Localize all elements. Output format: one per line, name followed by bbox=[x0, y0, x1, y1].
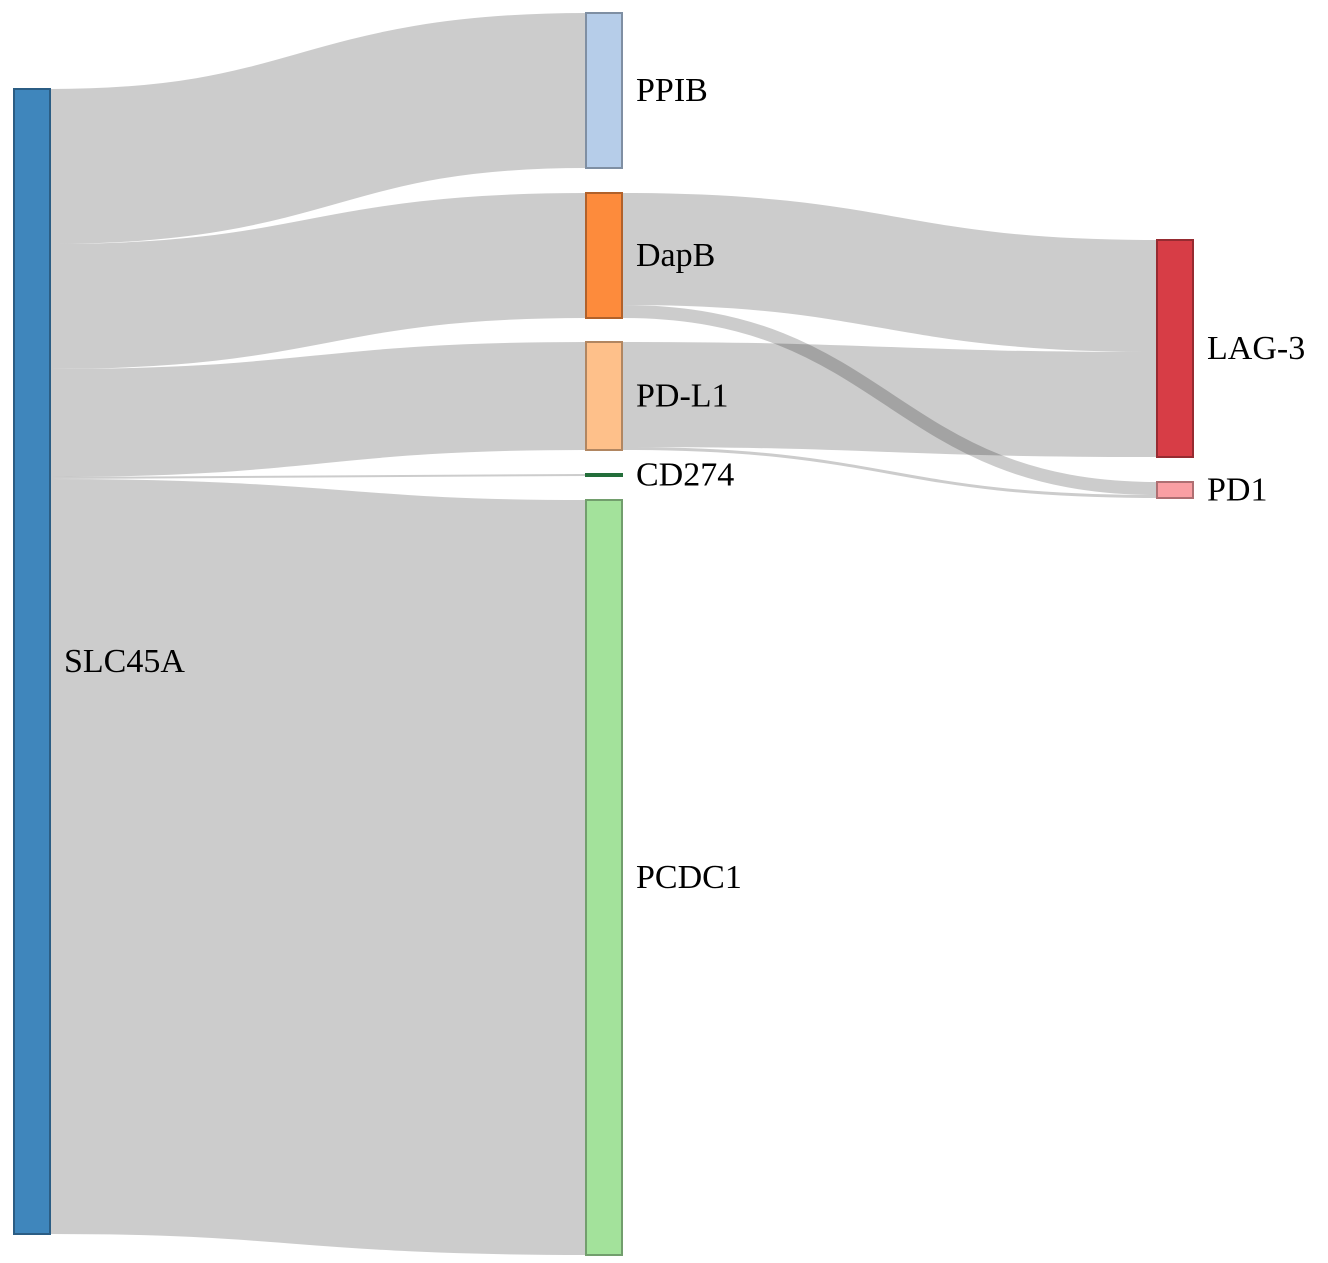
link-slc45a-to-cd274 bbox=[49, 474, 587, 479]
link-pd-l1-to-pd1 bbox=[621, 447, 1158, 498]
node-pd1 bbox=[1156, 481, 1194, 499]
link-dapb-to-pd1 bbox=[621, 305, 1158, 495]
node-cd274 bbox=[585, 473, 623, 477]
node-lag-3 bbox=[1156, 239, 1194, 458]
node-label-pd-l1: PD-L1 bbox=[636, 378, 729, 415]
node-slc45a bbox=[13, 88, 51, 1235]
link-pd-l1-to-lag-3 bbox=[621, 342, 1158, 457]
link-slc45a-to-ppib bbox=[49, 13, 587, 244]
node-dapb bbox=[585, 192, 623, 319]
node-label-pd1: PD1 bbox=[1207, 472, 1267, 509]
link-dapb-to-lag-3 bbox=[621, 193, 1158, 352]
node-pd-l1 bbox=[585, 341, 623, 451]
node-label-cd274: CD274 bbox=[636, 457, 734, 494]
node-label-dapb: DapB bbox=[636, 237, 715, 274]
link-slc45a-to-dapb bbox=[49, 193, 587, 369]
link-slc45a-to-pd-l1 bbox=[49, 342, 587, 477]
labels-layer: SLC45A PPIB DapB PD-L1 CD274 PCDC1 LAG-3 PD1 bbox=[64, 72, 1305, 896]
links-layer bbox=[49, 13, 1158, 1255]
node-label-lag-3: LAG-3 bbox=[1207, 330, 1305, 367]
node-ppib bbox=[585, 12, 623, 169]
node-pcdc1 bbox=[585, 499, 623, 1256]
link-slc45a-to-pcdc1 bbox=[49, 479, 587, 1255]
nodes-layer bbox=[13, 12, 1194, 1256]
node-label-ppib: PPIB bbox=[636, 72, 708, 109]
node-label-slc45a: SLC45A bbox=[64, 643, 185, 680]
node-label-pcdc1: PCDC1 bbox=[636, 859, 742, 896]
